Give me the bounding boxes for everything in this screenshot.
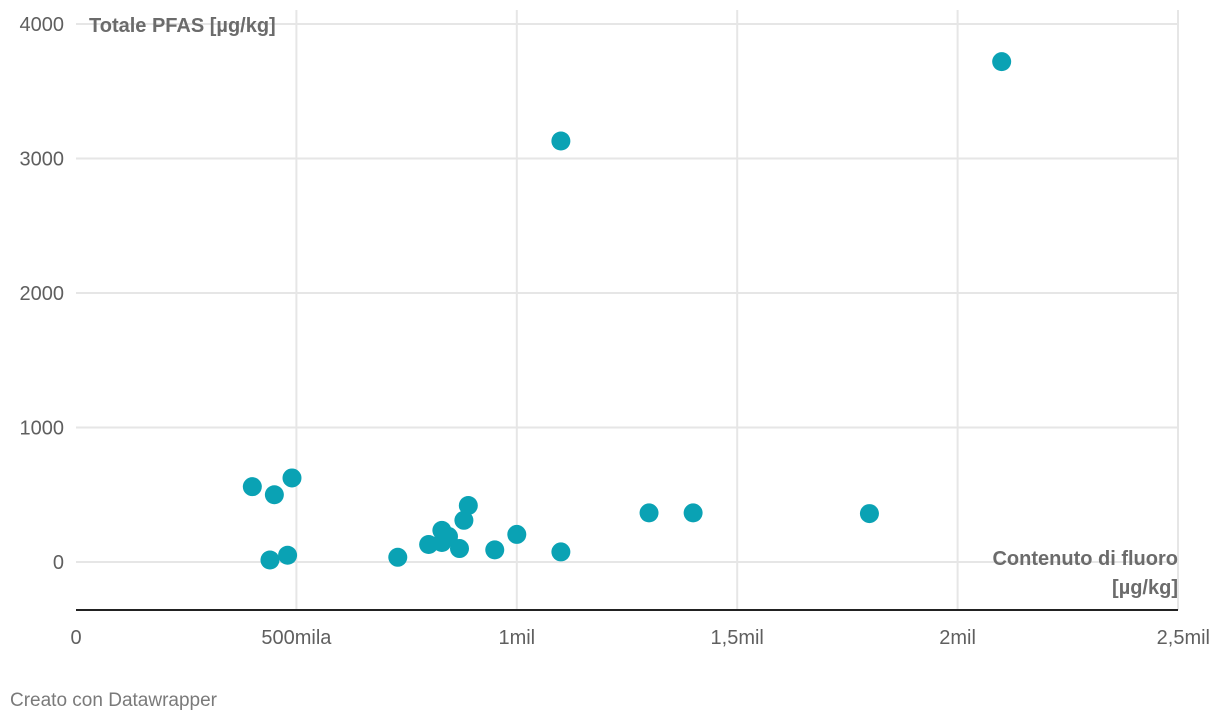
y-tick-label: 3000 [20, 149, 65, 171]
x-tick-label: 1,5mil [711, 627, 764, 649]
data-point [388, 547, 408, 567]
data-point [454, 510, 474, 530]
data-point [992, 52, 1012, 72]
data-point [282, 468, 302, 488]
data-point [683, 503, 703, 523]
x-axis-title-line-1: Contenuto di fluoro [992, 548, 1178, 570]
data-point [449, 539, 469, 559]
data-point [551, 542, 571, 562]
data-point [264, 485, 284, 505]
y-tick-label: 4000 [20, 14, 65, 36]
data-point [507, 524, 527, 544]
y-tick-label: 2000 [20, 283, 65, 305]
x-tick-label: 2,5mil [1157, 627, 1210, 649]
x-tick-label: 0 [70, 627, 81, 649]
data-point [242, 477, 262, 497]
x-tick-label: 500mila [261, 627, 332, 649]
credit-text: Creato con Datawrapper [10, 690, 217, 711]
data-point [458, 496, 478, 516]
data-point [859, 504, 879, 524]
data-point [639, 503, 659, 523]
data-point [551, 131, 571, 151]
y-tick-label: 1000 [20, 418, 65, 440]
y-tick-label: 0 [53, 552, 64, 574]
y-gridlines [76, 23, 1178, 563]
y-tick-labels: 0 1000 2000 3000 4000 [20, 14, 65, 574]
data-point [485, 540, 505, 560]
x-gridlines [295, 10, 1179, 610]
y-axis-title: Totale PFAS [µg/kg] [89, 15, 276, 37]
data-point [278, 545, 298, 565]
x-tick-labels: 0 500mila 1mil 1,5mil 2mil 2,5mil [70, 627, 1210, 649]
data-point [260, 550, 280, 570]
x-tick-label: 2mil [939, 627, 976, 649]
data-point [438, 526, 458, 546]
x-axis-title-line-2: [µg/kg] [1112, 577, 1178, 599]
data-points [242, 52, 1012, 570]
x-tick-label: 1mil [498, 627, 535, 649]
